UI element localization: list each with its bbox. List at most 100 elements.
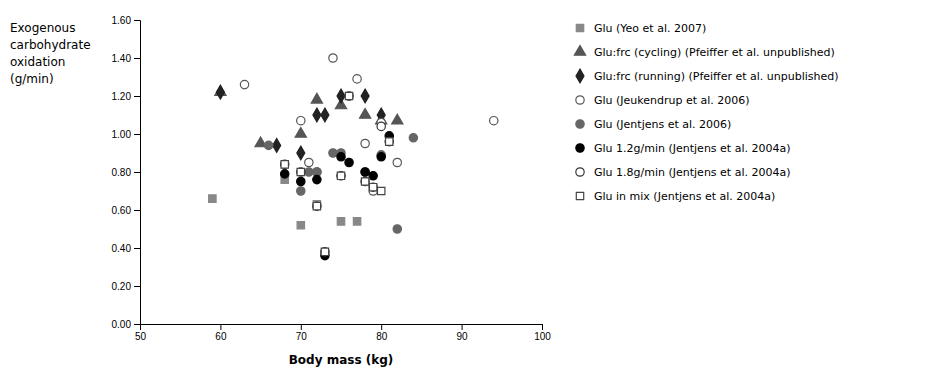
legend-label: Glu (Yeo et al. 2007) — [594, 22, 706, 35]
legend-symbol — [576, 168, 584, 176]
point — [240, 80, 248, 88]
legend-item: Glu:frc (cycling) (Pfeiffer et al. unpub… — [574, 45, 834, 58]
tick-label: 1.60 — [112, 15, 132, 26]
point — [321, 248, 329, 256]
point — [345, 92, 353, 100]
point — [353, 218, 360, 225]
y-axis-label-line: Exogenous — [10, 21, 75, 35]
tick: 0.20 — [112, 281, 140, 292]
x-axis: 5060708090100 — [135, 324, 551, 342]
tick-label: 60 — [215, 331, 227, 342]
legend-symbol — [576, 144, 584, 152]
points — [209, 54, 498, 260]
point — [281, 170, 289, 178]
legend-symbol — [574, 45, 585, 55]
point — [311, 93, 322, 103]
tick: 70 — [296, 324, 308, 342]
y-axis-label-line: (g/min) — [10, 72, 54, 86]
point — [313, 202, 320, 209]
legend-item: Glu 1.2g/min (Jentjens et al. 2004a) — [576, 142, 791, 155]
tick-label: 0.60 — [112, 205, 132, 216]
tick-mark — [134, 172, 140, 173]
point — [281, 161, 288, 168]
point — [369, 183, 376, 190]
y-axis-label-line: carbohydrate — [10, 38, 91, 52]
point — [297, 187, 305, 195]
tick-mark — [301, 324, 302, 330]
legend-label: Glu (Jentjens et al. 2006) — [594, 118, 731, 131]
tick-mark — [134, 58, 140, 59]
tick-label: 100 — [534, 331, 551, 342]
tick-label: 1.20 — [112, 91, 132, 102]
legend-item: Glu:frc (running) (Pfeiffer et al. unpub… — [576, 69, 839, 83]
legend-symbol — [576, 120, 584, 128]
tick-label: 0.00 — [112, 319, 132, 330]
tick-mark — [134, 134, 140, 135]
series — [240, 54, 498, 195]
axis-line — [134, 21, 141, 325]
tick-mark — [134, 324, 140, 325]
point — [361, 168, 369, 176]
point — [361, 89, 369, 103]
point — [297, 168, 304, 175]
point — [409, 134, 417, 142]
tick-label: 1.00 — [112, 129, 132, 140]
point — [385, 137, 393, 145]
tick-mark — [542, 324, 543, 330]
point — [305, 168, 313, 176]
tick-mark — [220, 324, 221, 330]
point — [264, 141, 272, 149]
legend: Glu (Yeo et al. 2007) Glu:frc (cycling) (… — [574, 22, 838, 203]
tick: 1.20 — [112, 91, 140, 102]
tick-mark — [134, 286, 140, 287]
point — [353, 75, 361, 83]
point — [361, 168, 369, 176]
tick: 100 — [534, 324, 551, 342]
point — [297, 146, 305, 160]
tick-mark — [134, 248, 140, 249]
point — [295, 127, 306, 137]
tick-mark — [381, 324, 382, 330]
legend-label: Glu 1.8g/min (Jentjens et al. 2004a) — [594, 166, 790, 179]
legend-label: Glu in mix (Jentjens et al. 2004a) — [594, 190, 775, 203]
tick-label: 70 — [296, 331, 308, 342]
legend-symbol — [576, 96, 584, 104]
point — [377, 187, 384, 194]
tick: 1.00 — [112, 129, 140, 140]
point — [490, 117, 498, 125]
legend-symbol — [576, 192, 583, 199]
tick: 1.40 — [112, 53, 140, 64]
point — [297, 177, 305, 185]
tick: 0.40 — [112, 243, 140, 254]
tick-mark — [134, 210, 140, 211]
tick-label: 1.40 — [112, 53, 132, 64]
point — [345, 92, 352, 99]
series — [281, 92, 393, 255]
point — [361, 139, 369, 147]
point — [361, 177, 369, 185]
point — [216, 85, 224, 99]
tick: 0.80 — [112, 167, 140, 178]
tick: 1.60 — [112, 15, 140, 26]
point — [377, 122, 385, 130]
point — [337, 172, 345, 180]
point — [297, 168, 305, 176]
point — [329, 149, 337, 157]
tick-mark — [134, 20, 140, 21]
legend-item: Glu in mix (Jentjens et al. 2004a) — [576, 190, 775, 203]
tick-label: 80 — [376, 331, 388, 342]
point — [329, 54, 337, 62]
series — [209, 176, 361, 229]
legend-symbol — [576, 69, 584, 83]
legend-label: Glu 1.2g/min (Jentjens et al. 2004a) — [594, 142, 790, 155]
tick: 60 — [215, 324, 227, 342]
point — [297, 117, 305, 125]
series — [215, 86, 403, 147]
tick: 90 — [457, 324, 469, 342]
tick-mark — [134, 96, 140, 97]
point — [386, 138, 393, 145]
point — [337, 218, 344, 225]
point — [273, 138, 281, 152]
y-axis-label: Exogenouscarbohydrateoxidation(g/min) — [10, 21, 91, 86]
x-axis-label: Body mass (kg) — [289, 353, 394, 367]
